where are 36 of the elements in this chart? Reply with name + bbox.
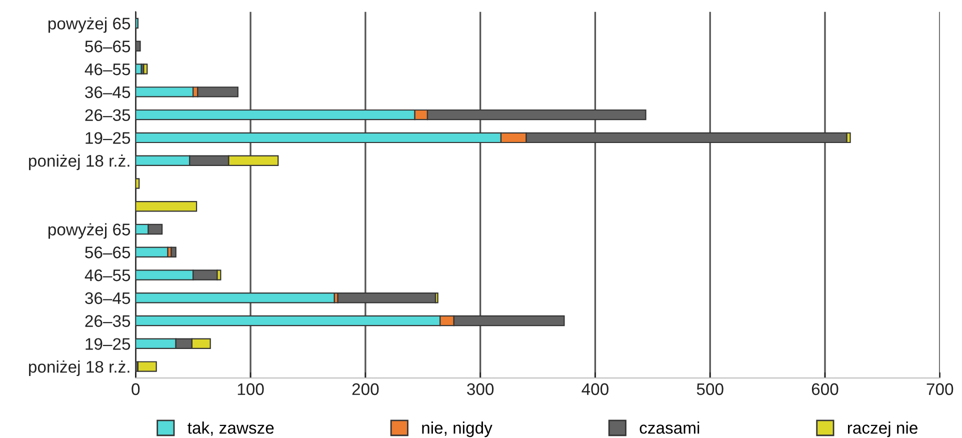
y-tick-label: 26–35 (85, 315, 130, 327)
legend-label: raczej nie (848, 422, 918, 438)
y-tick-label: poniżej 18 r.ż. (29, 360, 130, 376)
y-tick-label: 46–55 (84, 269, 130, 282)
y-tick-label: 19–25 (86, 132, 130, 144)
y-tick-label: 56–65 (85, 40, 130, 52)
bar (337, 292, 436, 304)
x-tick-label: 100 (238, 383, 264, 396)
bar (170, 246, 176, 258)
bar (136, 178, 140, 189)
bar (136, 200, 198, 212)
x-tick-label: 700 (926, 383, 954, 396)
x-tick-label: 300 (467, 383, 494, 396)
y-tick-label: 56–65 (85, 246, 130, 258)
y-tick-label: 26–35 (85, 109, 130, 122)
y-tick-label: 36–45 (85, 292, 130, 304)
bar (136, 246, 168, 258)
y-tick-label: 19–25 (86, 338, 130, 350)
x-tick-label: 500 (696, 383, 724, 396)
y-tick-label: 36–45 (85, 86, 130, 98)
y-tick-label: powyżej 65 (48, 223, 130, 239)
y-tick-label: poniżej 18 r.ż. (29, 154, 130, 170)
y-tick-label: powyżej 65 (48, 17, 130, 33)
y-tick-label: 46–55 (84, 63, 130, 76)
bar (136, 86, 194, 98)
legend-label: czasami (640, 422, 700, 434)
x-tick-label: 400 (582, 383, 608, 396)
legend-label: nie, nigdy (422, 422, 492, 438)
bar (136, 40, 141, 52)
x-tick-label: 600 (812, 383, 838, 396)
bar (143, 64, 148, 74)
bar (136, 292, 335, 304)
legend-label: tak, zawsze (188, 422, 274, 436)
x-tick-label: 200 (352, 383, 379, 396)
bar (137, 361, 157, 372)
x-tick-label: 0 (132, 383, 140, 396)
